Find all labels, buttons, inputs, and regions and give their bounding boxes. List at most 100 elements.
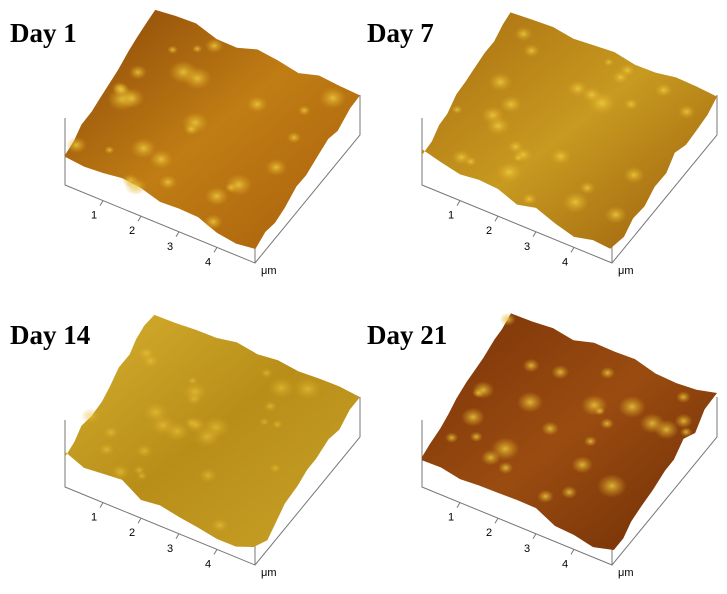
tick-mark: [456, 502, 461, 508]
afm-panel: Day 14 1 2 3 4 μm: [10, 314, 361, 579]
tick-label: 4: [562, 256, 568, 268]
surface-grain: [158, 174, 178, 190]
surface-grain: [137, 346, 156, 361]
surface-grain: [167, 45, 179, 55]
tick-label: 2: [129, 527, 135, 539]
surface-grain: [110, 463, 131, 480]
surface-grain: [579, 181, 596, 195]
surface-grain: [204, 38, 224, 54]
surface-grain: [571, 456, 594, 474]
tick-label: 3: [167, 241, 173, 253]
surface-grain: [581, 86, 602, 103]
surface-grain: [133, 465, 146, 476]
tick-mark: [175, 533, 180, 540]
surface-grain: [286, 131, 302, 144]
tick-label: 3: [524, 543, 530, 555]
surface-grain: [523, 43, 540, 58]
surface-grain: [469, 431, 483, 442]
tick-label: 1: [448, 512, 454, 524]
surface-grain: [594, 406, 606, 416]
tick-mark: [99, 502, 104, 508]
surface-grain: [654, 82, 673, 98]
tick-mark: [456, 200, 461, 206]
tick-label: 4: [205, 558, 211, 570]
tick-mark: [213, 247, 218, 253]
tick-label: 1: [91, 512, 97, 524]
panel-title: Day 7: [367, 18, 434, 48]
tick-mark: [570, 549, 575, 555]
surface-grain: [98, 442, 115, 457]
surface-grain: [499, 95, 523, 114]
surface-grain: [550, 147, 572, 165]
tick-label: 2: [486, 225, 492, 237]
surface-grain: [597, 474, 627, 498]
surface-grain: [461, 407, 485, 427]
surface-grain: [480, 449, 501, 466]
surface-grain: [537, 489, 554, 503]
tick-mark: [532, 231, 537, 238]
surface-grain: [66, 136, 87, 154]
surface-grain: [183, 66, 212, 90]
tick-label: 1: [91, 210, 97, 222]
surface-grain: [204, 186, 229, 206]
surface-grain: [81, 408, 101, 424]
surface-grain: [149, 149, 173, 169]
axis-unit: μm: [261, 567, 277, 579]
surface-grain: [124, 177, 147, 196]
surface-grain: [259, 417, 270, 426]
surface-grain: [600, 418, 614, 430]
tick-mark: [213, 549, 218, 555]
surface-grain: [225, 173, 253, 196]
tick-label: 3: [524, 241, 530, 253]
surface-grain: [600, 366, 615, 379]
surface-grain: [143, 401, 169, 423]
surface-grain: [265, 158, 288, 177]
surface-grain: [210, 517, 230, 533]
surface-grain: [623, 166, 645, 184]
surface-grain: [260, 367, 273, 379]
tick-mark: [494, 517, 499, 524]
tick-mark: [570, 247, 575, 253]
surface-grain: [191, 44, 203, 54]
surface-grain: [619, 63, 636, 78]
surface-grain: [112, 83, 131, 97]
surface-grain: [604, 205, 627, 224]
surface-grain: [263, 400, 278, 412]
surface-grain: [293, 377, 322, 401]
tick-label: 2: [486, 527, 492, 539]
surface-grain: [623, 97, 639, 111]
surface-grain: [499, 312, 517, 326]
surface-grain: [128, 65, 148, 80]
tick-label: 2: [129, 225, 135, 237]
surface-grain: [541, 421, 559, 436]
surface-grain: [269, 463, 282, 474]
surface-grain: [271, 419, 284, 429]
surface-grain: [495, 161, 523, 183]
surface-grain: [603, 57, 615, 67]
surface-grain: [512, 153, 524, 162]
surface-grain: [182, 381, 208, 402]
afm-panel: Day 7 1 2 3 4 μm: [367, 12, 718, 277]
surface-grain: [561, 191, 590, 213]
tick-label: 1: [448, 210, 454, 222]
surface-grain: [472, 387, 485, 398]
afm-surface: [422, 12, 717, 249]
surface-grain: [561, 485, 578, 499]
surface-grain: [198, 467, 218, 483]
surface-grain: [551, 365, 570, 380]
tick-mark: [137, 517, 142, 524]
panel-title: Day 14: [10, 320, 90, 350]
surface-grain: [102, 425, 120, 440]
surface-grain: [618, 395, 646, 418]
panel-title: Day 21: [367, 320, 447, 350]
surface-grain: [445, 432, 459, 443]
surface-grain: [183, 123, 199, 136]
surface-grain: [514, 26, 533, 42]
surface-grain: [104, 145, 115, 155]
surface-grain: [674, 413, 693, 429]
tick-label: 4: [205, 256, 211, 268]
surface-grain: [522, 358, 540, 373]
surface-grain: [130, 137, 157, 159]
